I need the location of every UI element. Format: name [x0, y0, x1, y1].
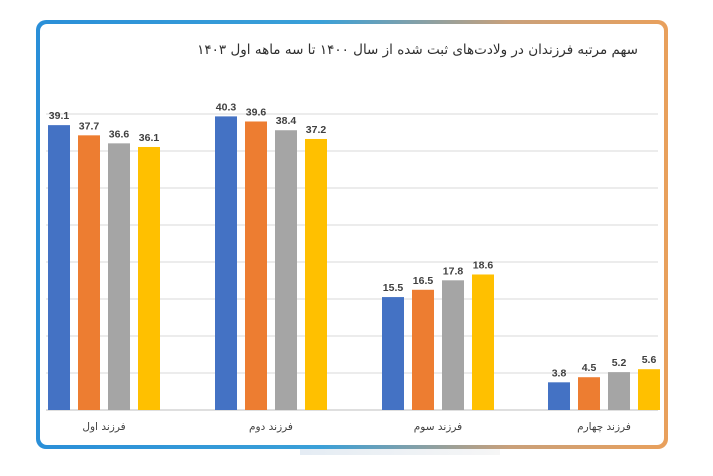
data-label-1-series-1: 39.1 — [49, 110, 70, 122]
bar-chart: 39.1 37.7 36.6 36.1 فرزند اول 40.3 39.6 38.4 37.… — [46, 101, 660, 433]
data-label-1-series-2: 37.7 — [79, 120, 100, 132]
data-label-2-series-4: 37.2 — [306, 124, 327, 136]
data-label-4-series-1: 3.8 — [552, 367, 567, 379]
bar-4-series-2 — [578, 377, 600, 410]
data-label-2-series-3: 38.4 — [276, 115, 297, 127]
bar-3-series-3 — [442, 280, 464, 410]
bar-2-series-2 — [245, 121, 267, 410]
bar-1-series-1 — [48, 125, 70, 410]
bar-3-series-4 — [472, 274, 494, 410]
chart-panel: سهم مرتبه فرزندان در ولادت‌های ثبت شده ا… — [40, 24, 664, 445]
data-label-3-series-1: 15.5 — [383, 282, 404, 294]
data-label-4-series-3: 5.2 — [612, 357, 627, 369]
data-label-2-series-2: 39.6 — [246, 106, 267, 118]
bar-4-series-1 — [548, 382, 570, 410]
category-label-2: فرزند دوم — [249, 421, 293, 433]
bar-2-series-4 — [305, 138, 327, 410]
bar-2-series-3 — [275, 130, 297, 410]
data-label-3-series-4: 18.6 — [473, 259, 494, 271]
data-label-2-series-1: 40.3 — [216, 101, 237, 113]
chart-frame: سهم مرتبه فرزندان در ولادت‌های ثبت شده ا… — [36, 20, 668, 449]
data-label-3-series-3: 17.8 — [443, 265, 464, 277]
category-label-1: فرزند اول — [82, 421, 125, 433]
data-label-4-series-4: 5.6 — [642, 354, 657, 366]
bar-1-series-4 — [138, 146, 160, 410]
bar-3-series-2 — [412, 289, 434, 410]
bar-4-series-4 — [638, 369, 660, 410]
bar-1-series-3 — [108, 143, 130, 410]
data-label-1-series-4: 36.1 — [139, 132, 160, 144]
bar-4-series-3 — [608, 372, 630, 410]
data-label-4-series-2: 4.5 — [582, 362, 597, 374]
bar-3-series-1 — [382, 297, 404, 410]
data-label-3-series-2: 16.5 — [413, 275, 434, 287]
category-label-3: فرزند سوم — [414, 421, 462, 433]
bar-1-series-2 — [78, 135, 100, 410]
bar-2-series-1 — [215, 116, 237, 410]
category-label-4: فرزند چهارم — [577, 421, 631, 433]
chart-title: سهم مرتبه فرزندان در ولادت‌های ثبت شده ا… — [197, 42, 638, 58]
data-label-1-series-3: 36.6 — [109, 128, 130, 140]
bottom-decoration — [300, 449, 500, 455]
